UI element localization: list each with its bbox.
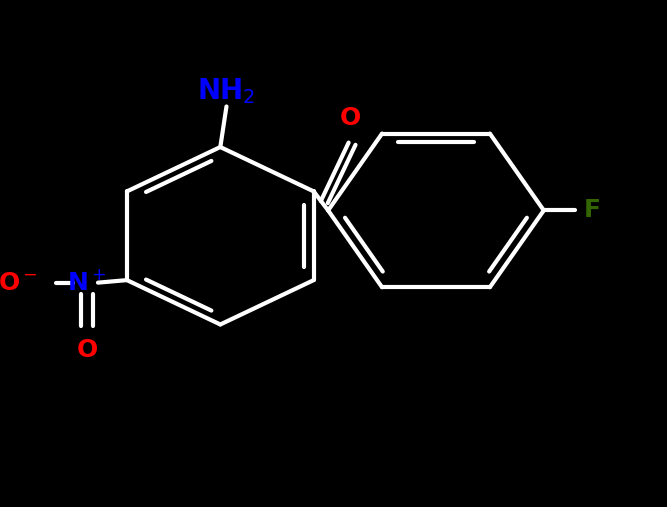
Text: N$^+$: N$^+$	[67, 270, 107, 295]
Text: NH$_2$: NH$_2$	[197, 77, 255, 106]
Text: O$^-$: O$^-$	[0, 271, 37, 295]
Text: O: O	[76, 339, 97, 363]
Text: F: F	[584, 198, 601, 223]
Text: O: O	[340, 106, 361, 130]
